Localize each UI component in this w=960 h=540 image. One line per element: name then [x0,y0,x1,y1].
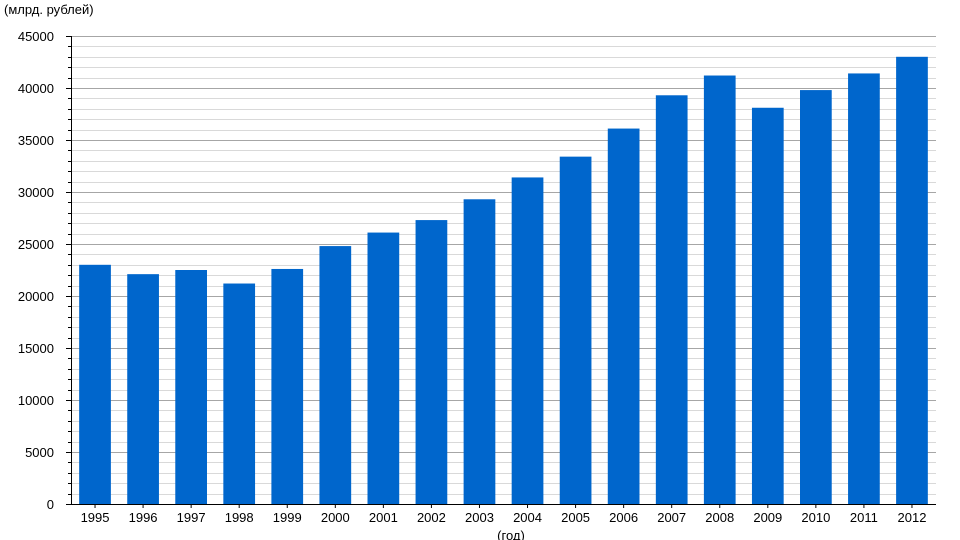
y-tick-label: 40000 [18,81,54,96]
bar-1997 [175,270,207,504]
bar-1998 [223,283,256,504]
bar-2007 [655,95,688,504]
x-tick-label: 2003 [465,510,494,525]
y-tick-label: 5000 [25,445,54,460]
y-tick-label: 15000 [18,341,54,356]
y-tick-label: 10000 [18,393,54,408]
x-tick-label: 2007 [657,510,686,525]
x-tick-label: 2008 [705,510,734,525]
y-tick-label: 20000 [18,289,54,304]
x-tick-label: 2001 [369,510,398,525]
bar-2009 [751,107,784,504]
bars [79,56,928,505]
bar-2004 [511,177,544,504]
x-tick-label: 2012 [898,510,927,525]
bar-1996 [127,274,159,504]
bar-2005 [559,156,592,504]
x-tick-label: 2000 [321,510,350,525]
bar-2003 [463,199,496,504]
y-tick-label: 30000 [18,185,54,200]
bar-2008 [703,75,736,505]
bar-1999 [271,268,304,504]
x-tick-label: 1996 [129,510,158,525]
x-axis-title: (год) [497,528,525,540]
bar-2001 [367,232,400,504]
bar-2012 [896,56,928,505]
x-tick-label: 2004 [513,510,542,525]
x-tick-label: 1995 [81,510,110,525]
bar-2006 [607,128,640,504]
x-tick-label: 2005 [561,510,590,525]
x-tick-label: 2010 [801,510,830,525]
axes: 1995 1996 1997 1998 1999 2000 2001 2002 2003 2004… [18,29,936,525]
y-tick-label: 35000 [18,133,54,148]
y-tick-label: 45000 [18,29,54,44]
bar-2000 [319,246,352,504]
bar-2010 [800,90,832,504]
x-tick-label: 2002 [417,510,446,525]
gridlines [71,36,936,495]
bar-2011 [848,73,880,504]
bar-2002 [415,220,448,504]
y-tick-label: 25000 [18,237,54,252]
y-axis-title: (млрд. рублей) [4,2,94,17]
x-tick-label: 2006 [609,510,638,525]
y-tick-label: 0 [47,497,54,512]
x-tick-label: 1997 [177,510,206,525]
x-tick-label: 2009 [753,510,782,525]
x-tick-label: 2011 [850,510,878,525]
x-tick-label: 1999 [273,510,302,525]
bar-1995 [79,264,111,504]
x-tick-label: 1998 [225,510,254,525]
